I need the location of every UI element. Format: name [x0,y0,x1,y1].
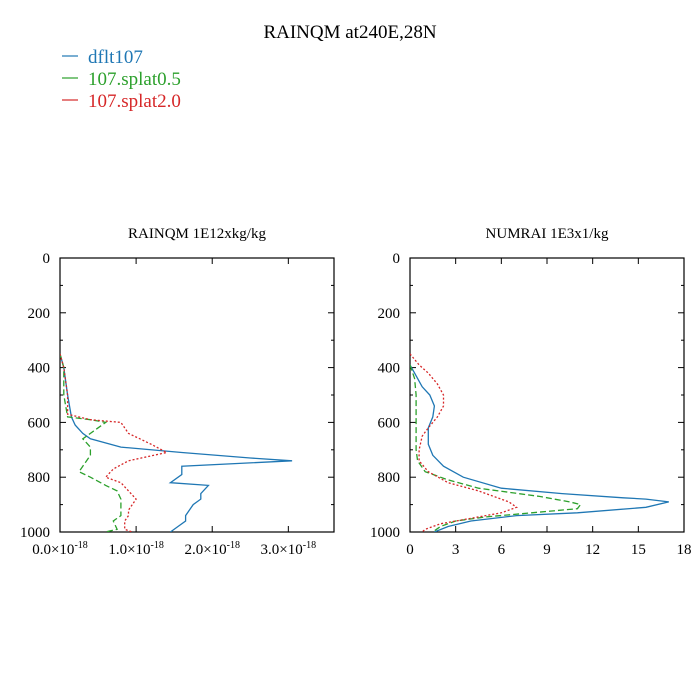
legend-label-dflt107: dflt107 [88,47,143,68]
rainqm-y-tick-label: 1000 [20,525,50,541]
rainqm-y-tick-label: 600 [28,415,51,431]
numrai-y-tick-label: 1000 [370,525,400,541]
figure-title: RAINQM at240E,28N [263,22,436,43]
legend-label-splat0-5: 107.splat0.5 [88,69,181,90]
legend: dflt107 107.splat0.5 107.splat2.0 [62,47,181,112]
rainqm-panel-title: RAINQM 1E12xkg/kg [128,226,266,242]
rainqm-panel: RAINQM 1E12xkg/kg 0 200 400 600 800 10000.0×1… [20,226,335,558]
numrai-x-tick-label: 0 [406,542,414,558]
rainqm-y-tick-label: 0 [43,251,51,267]
numrai-y-tick-label: 800 [378,470,401,486]
numrai-y-tick-label: 400 [378,361,401,377]
numrai-x-tick-label: 18 [677,542,692,558]
rainqm-series-107-splat2-0 [60,353,169,532]
numrai-x-tick-label: 15 [631,542,646,558]
numrai-panel: NUMRAI 1E3x1/kg 0 200 400 600 800 1000 0 3 6 9 12 1… [370,226,692,558]
legend-label-splat2-0: 107.splat2.0 [88,91,181,112]
numrai-series-dflt107 [410,364,669,532]
numrai-x-tick-label: 6 [498,542,506,558]
numrai-y-tick-label: 600 [378,415,401,431]
rainqm-plot-frame [59,257,335,533]
numrai-x-tick-label: 3 [452,542,460,558]
numrai-y-tick-label: 200 [378,306,401,322]
rainqm-series-dflt107 [60,353,293,532]
numrai-x-tick-label: 12 [585,542,600,558]
rainqm-x-tick-label: 0.0×10-18 [32,540,88,558]
numrai-y-tick-label: 0 [393,251,401,267]
rainqm-x-tick-label: 3.0×10-18 [261,540,317,558]
rainqm-x-tick-label: 2.0×10-18 [184,540,240,558]
numrai-x-tick-label: 9 [543,542,551,558]
rainqm-y-tick-label: 400 [28,361,51,377]
numrai-series-107-splat0-5 [410,364,582,532]
rainqm-y-tick-label: 200 [28,306,51,322]
numrai-series-107-splat2-0 [410,353,518,532]
rainqm-x-tick-label: 1.0×10-18 [108,540,164,558]
rainqm-series-107-splat0-5 [60,353,122,532]
numrai-plot-frame [409,257,685,533]
numrai-panel-title: NUMRAI 1E3x1/kg [486,226,609,242]
rainqm-y-tick-label: 800 [28,470,51,486]
